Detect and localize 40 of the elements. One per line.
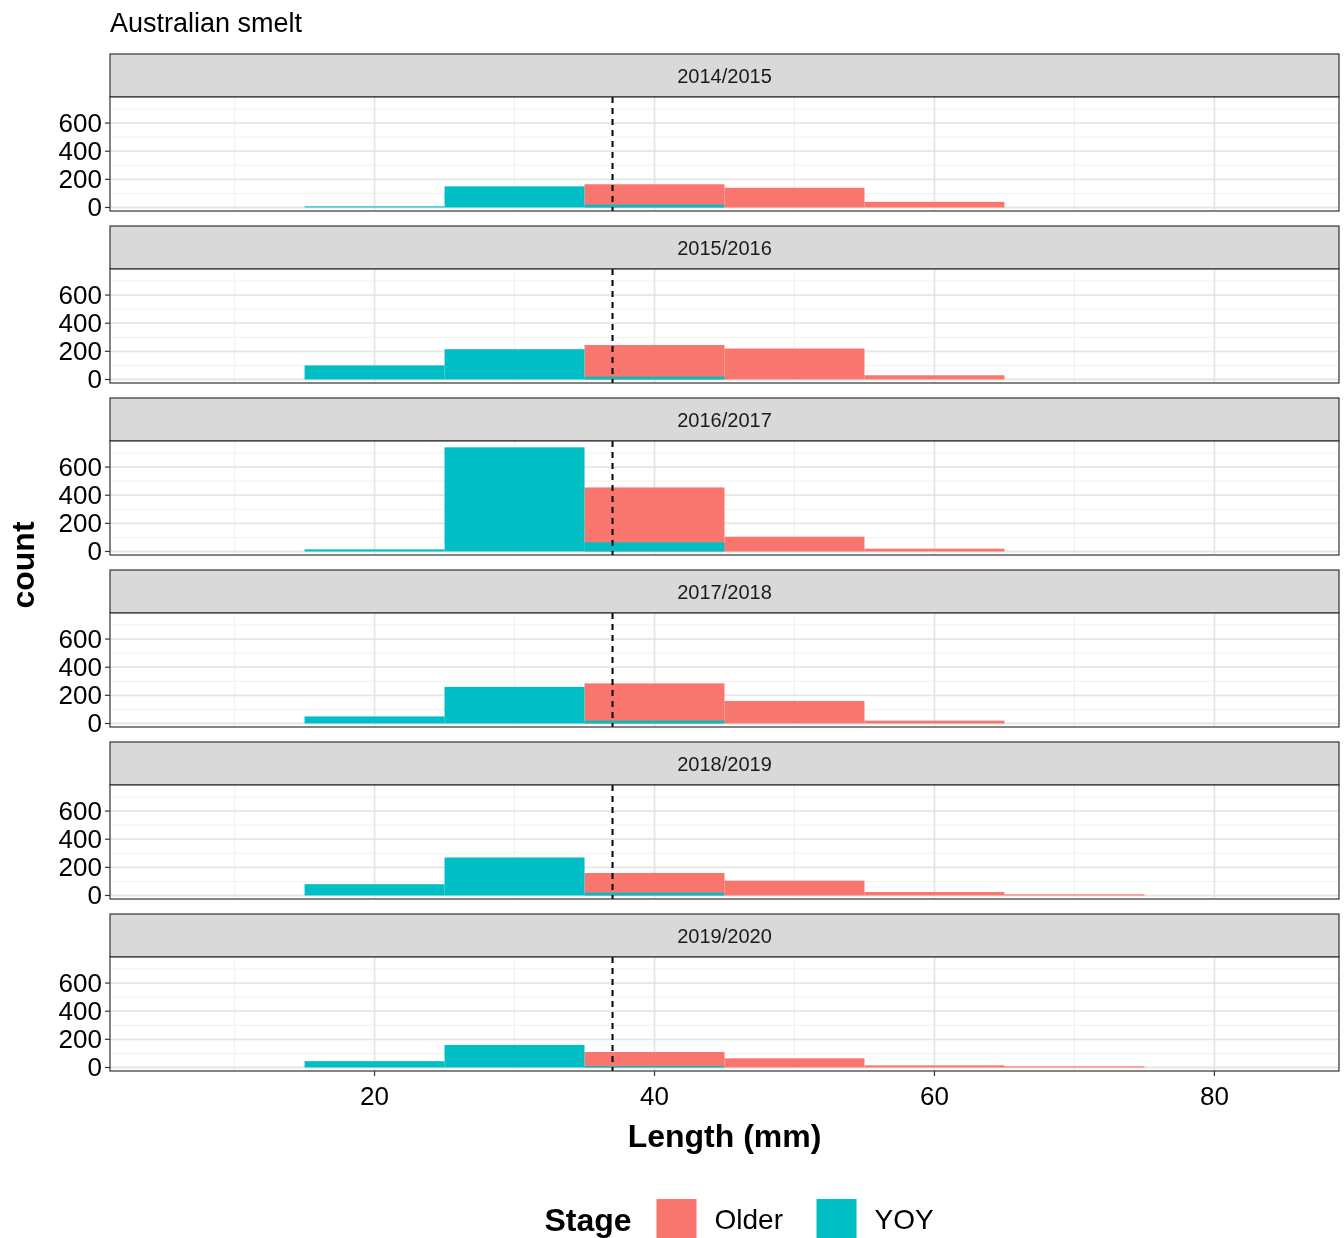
y-tick-label: 600 <box>58 108 102 139</box>
y-tick-label: 200 <box>58 164 102 195</box>
chart-subtitle: 2014/2015 <box>677 64 772 87</box>
chart-title: 2015/2016 <box>677 236 772 259</box>
x-tick-label: 80 <box>1199 1081 1229 1111</box>
y-tick-label: 0 <box>87 708 102 739</box>
y-axis-title: count <box>5 521 41 609</box>
chart-title: 2016/2017 <box>677 408 772 431</box>
y-tick-label: 400 <box>58 308 102 339</box>
y-tick-label: 400 <box>58 996 102 1027</box>
x-axis-title: Length (mm) <box>627 1118 822 1154</box>
y-tick-label: 0 <box>87 536 102 567</box>
y-tick-label: 200 <box>58 336 102 367</box>
y-tick-label: 200 <box>58 852 102 883</box>
y-tick-label: 600 <box>58 796 102 827</box>
x-tick-label: 60 <box>920 1081 949 1111</box>
x-tick-label: 40 <box>640 1081 669 1111</box>
y-tick-label: 400 <box>58 136 102 167</box>
y-tick-label: 600 <box>58 624 102 655</box>
chart-title: Australian smelt <box>110 8 303 38</box>
x-tick-label: 20 <box>360 1081 390 1111</box>
y-tick-label: 400 <box>58 824 102 855</box>
chart-title: 2017/2018 <box>677 580 772 603</box>
y-tick-label: 400 <box>58 480 102 511</box>
chart-title: 2018/2019 <box>677 752 772 775</box>
y-tick-label: 400 <box>58 652 102 683</box>
legend-label: Older <box>714 1204 783 1235</box>
legend-title: Stage <box>544 1202 632 1238</box>
y-tick-label: 0 <box>87 364 102 395</box>
y-tick-label: 600 <box>58 280 102 311</box>
y-tick-label: 0 <box>87 192 102 223</box>
chart-title: 2019/2020 <box>677 924 772 947</box>
legend-label: YOY <box>874 1204 934 1235</box>
y-tick-label: 0 <box>87 880 102 911</box>
y-tick-label: 600 <box>58 968 102 999</box>
y-tick-label: 200 <box>58 508 102 539</box>
y-tick-label: 200 <box>58 1024 102 1055</box>
y-tick-label: 600 <box>58 452 102 483</box>
y-tick-label: 200 <box>58 680 102 711</box>
y-tick-label: 0 <box>87 1052 102 1083</box>
